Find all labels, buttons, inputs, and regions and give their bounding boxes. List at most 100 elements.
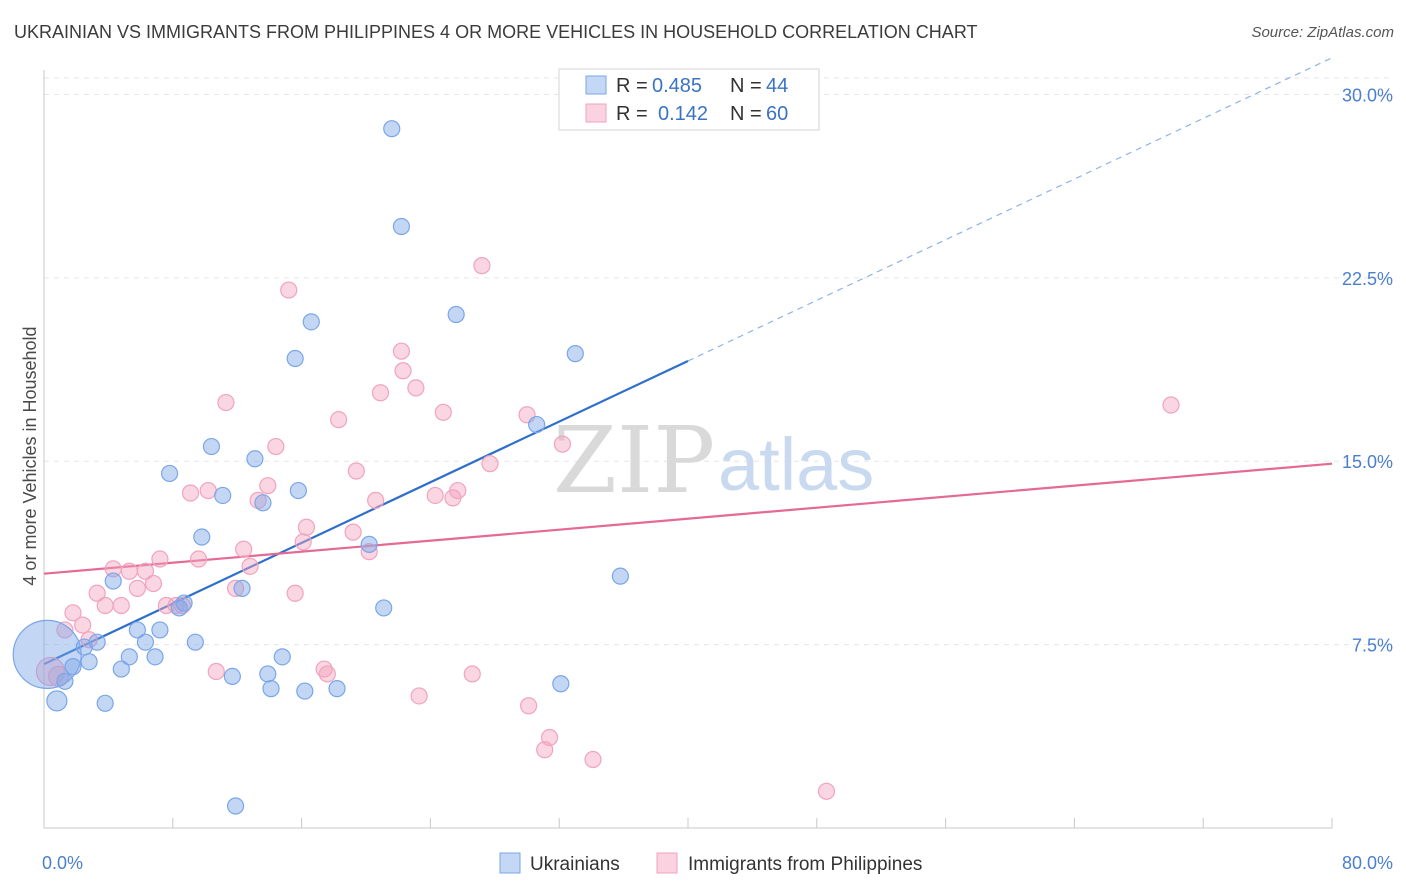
ukrainians-point: [226, 797, 245, 815]
legend-n-label: N =: [730, 103, 762, 125]
philippines-point: [235, 540, 253, 558]
philippines-point: [120, 562, 138, 580]
legend-r-value: 0.485: [652, 75, 702, 97]
philippines-points: [35, 257, 1180, 800]
ukrainians-trend-extension: [687, 57, 1333, 362]
x-tick-label: 0.0%: [42, 853, 83, 873]
philippines-point: [294, 533, 312, 551]
y-tick-label: 30.0%: [1342, 85, 1393, 105]
ukrainians-point: [128, 621, 146, 639]
ukrainians-point: [151, 621, 169, 639]
x-tick-labels: 0.0% 80.0%: [42, 853, 1393, 873]
ukrainians-point: [289, 481, 307, 500]
legend-n-value: 44: [766, 75, 788, 97]
source-credit: Source: ZipAtlas.com: [1251, 24, 1394, 41]
philippines-point: [367, 491, 385, 509]
ukrainians-point: [56, 672, 74, 690]
legend-r-label: R =: [616, 75, 648, 97]
philippines-point: [56, 621, 74, 639]
philippines-point: [189, 550, 208, 568]
philippines-point: [540, 728, 559, 747]
bottom-legend-ukrainians: Ukrainians: [530, 854, 620, 875]
philippines-point: [463, 665, 481, 683]
philippines-point: [151, 550, 169, 568]
ukrainians-point: [302, 313, 320, 331]
ukrainians-point: [120, 648, 138, 666]
philippines-point: [481, 455, 499, 473]
philippines-point: [249, 491, 267, 509]
y-axis-label: 4 or more Vehicles in Household: [20, 326, 40, 585]
ukrainians-point: [80, 653, 98, 671]
legend-r-value: 0.142: [658, 103, 708, 125]
philippines-point: [553, 435, 572, 453]
ukrainians-point: [46, 690, 68, 712]
philippines-point: [64, 604, 82, 622]
philippines-point: [96, 596, 114, 615]
philippines-trend-line: [43, 462, 1333, 575]
y-tick-label: 7.5%: [1352, 636, 1393, 656]
philippines-point: [410, 687, 428, 705]
ukrainians-point: [611, 567, 629, 585]
bottom-legend-swatch-ukrainians: [499, 852, 521, 874]
correlation-legend: R = 0.485 N = 44 R = 0.142 N = 60: [558, 68, 820, 131]
watermark: ZIP atlas: [553, 407, 874, 514]
philippines-point: [473, 257, 491, 275]
ukrainians-point: [146, 648, 164, 666]
ukrainians-point: [447, 305, 465, 324]
philippines-point: [434, 403, 452, 421]
philippines-point: [318, 665, 336, 683]
philippines-point: [297, 518, 316, 536]
philippines-point: [280, 281, 298, 299]
ukrainians-point: [214, 486, 232, 505]
x-axis-ticks: [43, 818, 1333, 828]
watermark-atlas: atlas: [718, 423, 874, 506]
ukrainians-point: [233, 579, 251, 597]
x-tick-label: 80.0%: [1342, 853, 1393, 873]
ukrainians-point: [552, 675, 570, 693]
philippines-point: [199, 481, 217, 500]
philippines-point: [136, 562, 155, 580]
ukrainians-point: [375, 599, 393, 617]
philippines-point: [226, 579, 245, 597]
philippines-point: [217, 393, 235, 412]
y-tick-label: 15.0%: [1342, 452, 1393, 472]
philippines-point: [181, 484, 200, 502]
philippines-point: [112, 596, 130, 615]
philippines-point: [360, 543, 378, 561]
bottom-legend-swatch-philippines: [656, 852, 678, 874]
ukrainians-point: [193, 528, 211, 546]
ukrainians-point: [286, 349, 304, 368]
philippines-point: [394, 362, 412, 380]
ukrainians-points: [12, 120, 629, 815]
ukrainians-point: [186, 633, 204, 651]
y-tick-labels: 7.5% 15.0% 22.5% 30.0%: [1342, 85, 1393, 655]
legend-n-label: N =: [730, 75, 762, 97]
ukrainians-point: [296, 682, 314, 700]
trend-lines: [43, 57, 1333, 666]
ukrainians-trend-line: [43, 359, 689, 666]
watermark-zip: ZIP: [553, 407, 715, 514]
ukrainians-point: [259, 665, 277, 683]
philippines-point: [88, 584, 106, 602]
ukrainians-point: [202, 437, 221, 456]
philippines-point: [817, 782, 836, 800]
ukrainians-point: [392, 217, 411, 236]
philippines-point: [74, 616, 92, 634]
ukrainians-point: [96, 694, 114, 712]
ukrainians-point: [360, 535, 378, 553]
philippines-point: [1162, 396, 1180, 414]
philippines-point: [520, 697, 538, 715]
y-tick-label: 22.5%: [1342, 269, 1393, 289]
ukrainians-point: [136, 633, 155, 651]
philippines-point: [207, 662, 225, 681]
ukrainians-point: [88, 633, 106, 651]
philippines-point: [344, 523, 362, 541]
ukrainians-point: [170, 599, 188, 617]
bottom-legend-philippines: Immigrants from Philippines: [688, 854, 922, 875]
philippines-point: [259, 477, 277, 495]
philippines-point: [330, 411, 348, 429]
ukrainians-point: [160, 464, 179, 483]
ukrainians-point: [223, 667, 241, 686]
ukrainians-point: [273, 648, 291, 666]
